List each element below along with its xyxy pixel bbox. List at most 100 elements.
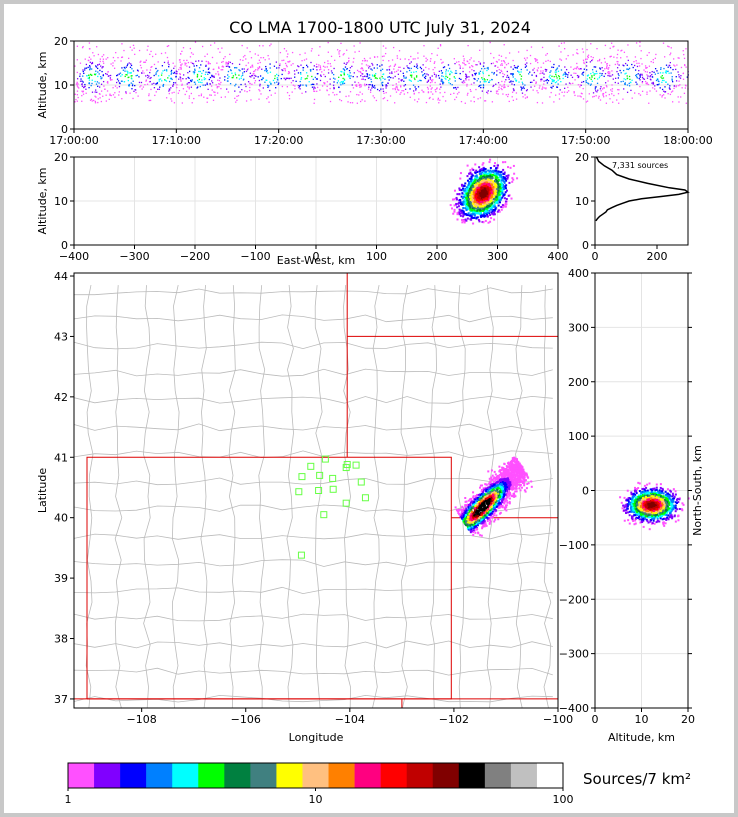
source-point — [395, 83, 397, 85]
source-point — [462, 211, 465, 214]
axes-frame — [594, 156, 689, 246]
source-point — [607, 68, 609, 70]
source-point — [466, 203, 469, 206]
source-point — [188, 66, 191, 68]
source-point — [218, 67, 220, 69]
source-point — [372, 95, 374, 97]
source-point — [466, 217, 469, 220]
source-point — [473, 100, 475, 103]
source-point — [372, 64, 374, 66]
source-point — [639, 45, 641, 47]
source-point — [607, 71, 610, 73]
source-point — [465, 73, 467, 75]
source-point — [427, 88, 429, 90]
source-point — [257, 62, 259, 65]
source-point — [668, 64, 670, 67]
source-point — [558, 76, 561, 78]
source-point — [440, 78, 443, 81]
source-point — [502, 194, 505, 197]
county-border — [74, 341, 553, 350]
source-point — [541, 46, 544, 49]
source-point — [507, 194, 510, 197]
source-point — [645, 82, 647, 85]
source-point — [213, 75, 215, 77]
source-point — [479, 168, 482, 171]
source-point — [476, 209, 479, 212]
source-point — [503, 204, 506, 207]
source-point — [498, 210, 501, 213]
source-point — [176, 72, 178, 75]
source-point — [664, 86, 666, 88]
source-point — [120, 75, 122, 77]
source-point — [475, 183, 478, 186]
source-point — [317, 66, 319, 68]
source-point — [560, 51, 562, 53]
source-point — [74, 65, 76, 67]
source-point — [522, 96, 524, 98]
source-point — [410, 74, 412, 77]
source-point — [216, 62, 218, 64]
source-point — [476, 186, 479, 189]
source-point — [340, 70, 342, 73]
source-point — [247, 81, 250, 83]
source-point — [388, 69, 391, 71]
source-point — [612, 101, 614, 103]
source-point — [99, 69, 101, 72]
source-point — [545, 88, 547, 90]
source-point — [360, 71, 362, 74]
source-point — [495, 514, 498, 517]
source-point — [89, 73, 92, 76]
source-point — [505, 479, 508, 482]
source-point — [305, 72, 308, 74]
source-point — [182, 78, 184, 80]
source-point — [451, 198, 454, 201]
source-point — [158, 80, 160, 82]
source-point — [257, 69, 259, 71]
source-point — [415, 70, 417, 73]
source-point — [615, 77, 617, 80]
source-point — [388, 60, 390, 62]
source-point — [381, 75, 383, 78]
source-point — [503, 181, 506, 184]
source-point — [140, 60, 142, 62]
source-point — [111, 79, 113, 81]
source-point — [179, 76, 181, 78]
source-point — [590, 83, 592, 85]
source-point — [458, 508, 461, 511]
source-point — [227, 70, 230, 73]
source-point — [546, 82, 549, 84]
source-point — [368, 83, 370, 86]
source-point — [95, 96, 97, 98]
source-point — [593, 95, 595, 98]
source-point — [536, 90, 538, 92]
source-point — [327, 60, 329, 62]
source-point — [180, 68, 182, 70]
source-point — [668, 87, 671, 89]
source-point — [231, 76, 233, 79]
source-point — [95, 66, 98, 68]
source-point — [384, 78, 386, 80]
source-point — [97, 53, 100, 56]
source-point — [466, 60, 468, 62]
source-point — [675, 68, 677, 71]
source-point — [515, 485, 518, 488]
source-point — [630, 81, 632, 84]
source-point — [512, 74, 514, 76]
source-point — [488, 203, 491, 206]
source-point — [91, 74, 93, 76]
source-point — [487, 188, 490, 191]
source-point — [500, 60, 503, 62]
source-point — [427, 91, 430, 93]
source-point — [507, 166, 510, 169]
source-point — [311, 86, 314, 88]
source-point — [150, 66, 152, 69]
source-point — [682, 50, 684, 52]
source-point — [409, 88, 411, 90]
source-point — [468, 191, 471, 194]
source-point — [124, 75, 126, 78]
source-point — [234, 74, 237, 76]
source-point — [229, 82, 232, 85]
source-point — [196, 76, 198, 78]
source-point — [401, 79, 403, 81]
source-point — [685, 48, 687, 50]
